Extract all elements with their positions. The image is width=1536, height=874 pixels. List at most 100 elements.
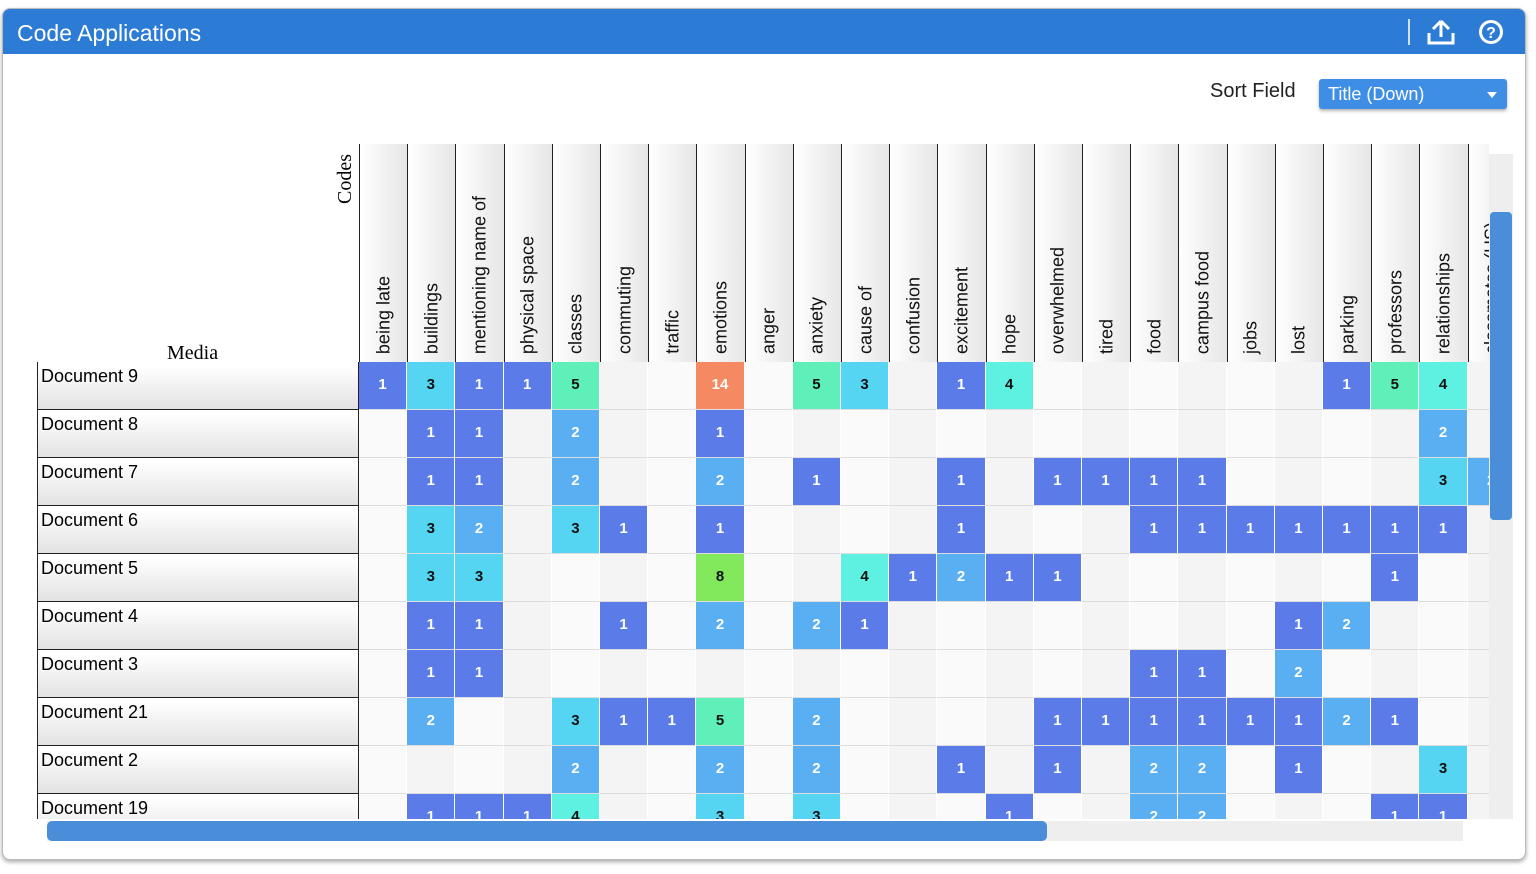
separator <box>1408 19 1410 45</box>
cell: 1 <box>1274 506 1323 554</box>
panel: Code Applications ? Sort Field Title (Do… <box>2 8 1526 860</box>
column-header: confusion <box>889 144 938 362</box>
vertical-scrollbar[interactable] <box>1490 212 1512 520</box>
cell <box>1274 794 1323 819</box>
cell <box>744 794 793 819</box>
cell <box>1323 458 1372 506</box>
cell <box>359 746 408 794</box>
help-icon[interactable]: ? <box>1475 17 1507 47</box>
cell: 3 <box>551 506 600 554</box>
cell <box>359 650 408 698</box>
cell <box>1226 746 1275 794</box>
cell <box>1033 650 1082 698</box>
horizontal-scrollbar[interactable] <box>47 821 1047 841</box>
cell <box>551 650 600 698</box>
export-icon[interactable] <box>1423 17 1459 47</box>
cell <box>1226 410 1275 458</box>
cell <box>551 554 600 602</box>
cell <box>1419 554 1468 602</box>
cell: 2 <box>792 746 841 794</box>
column-header: anxiety <box>792 144 841 362</box>
cell <box>937 794 986 819</box>
cell <box>503 698 552 746</box>
cell: 1 <box>937 506 986 554</box>
cell <box>937 410 986 458</box>
column-header: parking <box>1323 144 1372 362</box>
cell <box>1226 794 1275 819</box>
column-label: anxiety <box>806 296 827 354</box>
cell: 2 <box>1130 746 1179 794</box>
row-header: Document 21 <box>37 698 359 746</box>
cell <box>937 698 986 746</box>
cell <box>1033 602 1082 650</box>
cell <box>359 410 408 458</box>
cell <box>1226 554 1275 602</box>
cell <box>359 794 408 819</box>
cell <box>985 698 1034 746</box>
cell: 2 <box>696 746 745 794</box>
cell: 2 <box>1323 602 1372 650</box>
cell <box>1226 362 1275 410</box>
cell <box>359 506 408 554</box>
cell <box>1371 458 1420 506</box>
cell: 3 <box>407 362 456 410</box>
cell: 1 <box>1082 698 1131 746</box>
row-header: Document 2 <box>37 746 359 794</box>
column-header: cause of <box>841 144 890 362</box>
cell: 1 <box>503 362 552 410</box>
column-header: lost <box>1274 144 1323 362</box>
cell <box>1323 410 1372 458</box>
cell <box>1419 698 1468 746</box>
cell <box>1467 698 1489 746</box>
cell <box>1467 554 1489 602</box>
cell <box>841 698 890 746</box>
cell: 1 <box>455 458 504 506</box>
sort-dropdown[interactable]: Title (Down) <box>1319 79 1507 109</box>
title-bar: Code Applications ? <box>3 9 1525 54</box>
cell <box>841 410 890 458</box>
column-header: buildings <box>407 144 456 362</box>
cell: 2 <box>1467 458 1489 506</box>
column-label: traffic <box>662 310 683 354</box>
cell: 1 <box>1226 698 1275 746</box>
cell <box>1082 410 1131 458</box>
cell <box>648 746 697 794</box>
cell: 1 <box>1082 458 1131 506</box>
column-header: professors <box>1371 144 1420 362</box>
cell <box>889 410 938 458</box>
cell <box>889 602 938 650</box>
cell: 1 <box>1419 794 1468 819</box>
cell: 1 <box>407 650 456 698</box>
cell <box>841 794 890 819</box>
cell <box>792 554 841 602</box>
cell: 3 <box>1419 458 1468 506</box>
cell <box>1371 410 1420 458</box>
cell <box>889 506 938 554</box>
cell <box>407 746 456 794</box>
cell: 2 <box>1274 650 1323 698</box>
column-label: jobs <box>1240 320 1261 354</box>
cell <box>792 650 841 698</box>
cell: 1 <box>1178 650 1227 698</box>
row-header: Document 4 <box>37 602 359 650</box>
cell: 2 <box>696 602 745 650</box>
cell <box>744 698 793 746</box>
cell: 1 <box>696 410 745 458</box>
cell <box>600 362 649 410</box>
cell <box>1323 554 1372 602</box>
cell: 1 <box>1274 602 1323 650</box>
cell: 2 <box>407 698 456 746</box>
cell <box>1323 746 1372 794</box>
cell <box>1371 746 1420 794</box>
cell: 1 <box>455 794 504 819</box>
cell <box>744 602 793 650</box>
cell <box>985 650 1034 698</box>
cell <box>1033 506 1082 554</box>
row-header: Document 5 <box>37 554 359 602</box>
svg-text:?: ? <box>1486 25 1496 42</box>
cell <box>744 458 793 506</box>
cell <box>600 554 649 602</box>
cell <box>889 698 938 746</box>
column-label: relationships <box>1433 252 1454 354</box>
cell: 1 <box>1371 506 1420 554</box>
